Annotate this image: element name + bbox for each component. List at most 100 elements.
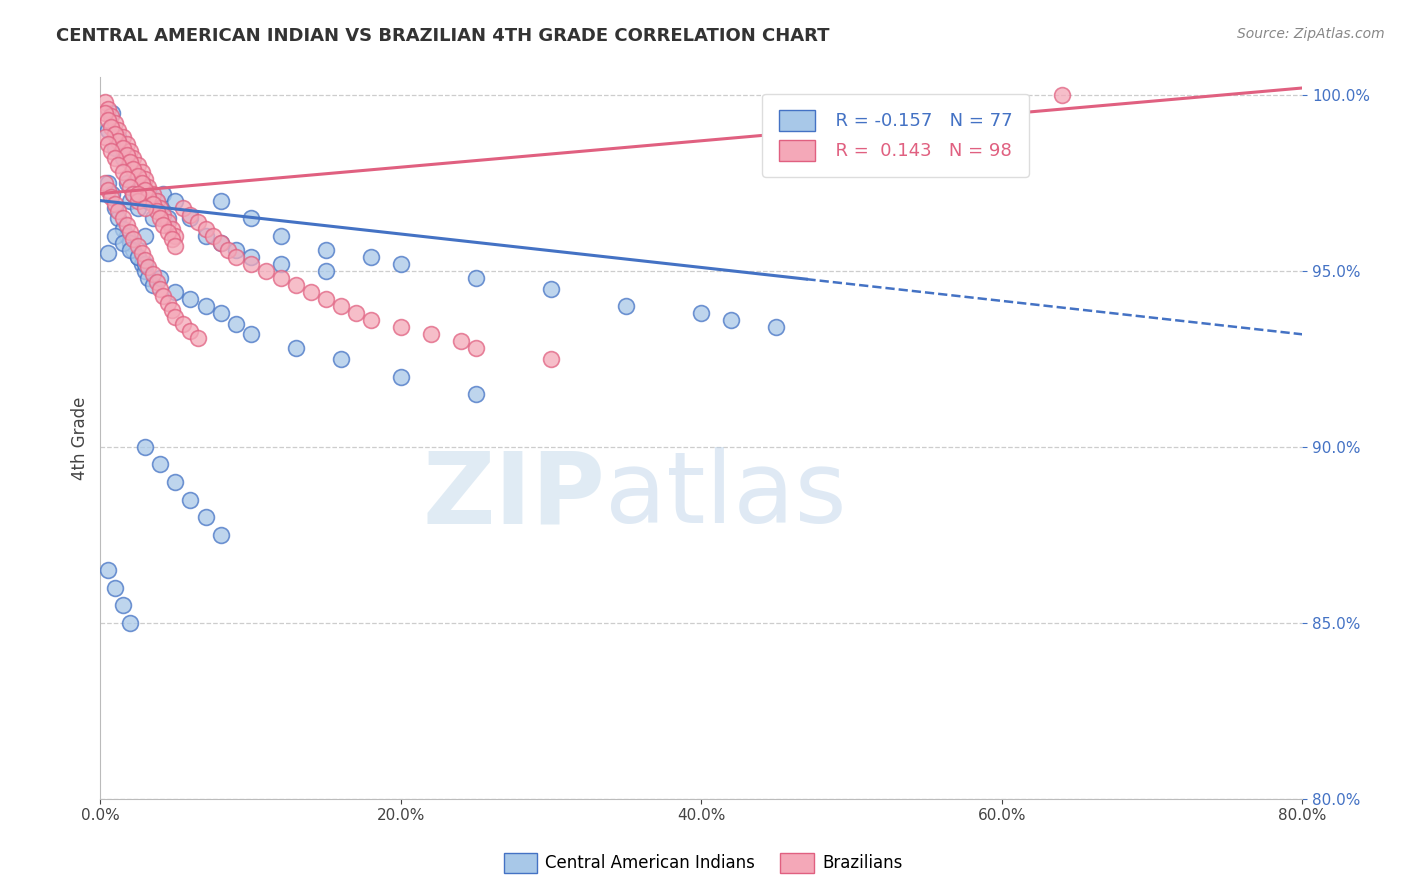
Point <box>104 152 127 166</box>
Point <box>209 306 232 320</box>
Point <box>146 194 169 208</box>
Point <box>122 243 145 257</box>
Point <box>165 310 187 324</box>
Point <box>138 179 160 194</box>
Point <box>101 105 124 120</box>
Point <box>107 134 129 148</box>
Point <box>270 271 292 285</box>
Point <box>134 257 156 271</box>
Point <box>162 221 184 235</box>
Point <box>111 152 134 166</box>
Point <box>344 306 367 320</box>
Point <box>120 225 142 239</box>
Point <box>97 183 120 197</box>
Point <box>179 208 201 222</box>
Point <box>104 116 127 130</box>
Point <box>284 278 307 293</box>
Point <box>419 327 441 342</box>
Point <box>131 165 153 179</box>
Point <box>117 218 139 232</box>
Text: ZIP: ZIP <box>422 447 605 544</box>
Point <box>117 148 139 162</box>
Point <box>152 186 174 201</box>
Point <box>209 235 232 250</box>
Point <box>100 145 122 159</box>
Point <box>122 186 145 201</box>
Point <box>134 253 156 268</box>
Point <box>239 211 262 226</box>
Point <box>360 313 382 327</box>
Point <box>165 239 187 253</box>
Point <box>209 194 232 208</box>
Point <box>97 112 120 127</box>
Point <box>165 475 187 489</box>
Point <box>360 250 382 264</box>
Point <box>127 250 149 264</box>
Point <box>111 211 134 226</box>
Point <box>225 317 247 331</box>
Point <box>142 186 165 201</box>
Point <box>94 95 117 109</box>
Point <box>127 250 149 264</box>
Point <box>104 141 127 155</box>
Point <box>117 137 139 152</box>
Point <box>187 331 209 345</box>
Point <box>127 194 149 208</box>
Point <box>97 137 120 152</box>
Point <box>162 232 184 246</box>
Point <box>149 211 172 226</box>
Point <box>464 271 486 285</box>
Point <box>131 246 153 260</box>
Point <box>100 190 122 204</box>
Point <box>146 275 169 289</box>
Point <box>122 161 145 176</box>
Point <box>152 218 174 232</box>
Point <box>142 211 165 226</box>
Point <box>111 165 134 179</box>
Point <box>104 581 127 595</box>
Point <box>270 257 292 271</box>
Point <box>540 281 562 295</box>
Point <box>284 342 307 356</box>
Point <box>94 130 117 145</box>
Point <box>389 369 412 384</box>
Point <box>315 264 337 278</box>
Point <box>97 102 120 116</box>
Point <box>217 243 239 257</box>
Point <box>117 228 139 243</box>
Point <box>107 123 129 137</box>
Point <box>120 243 142 257</box>
Point <box>127 169 149 183</box>
Point <box>540 351 562 366</box>
Point <box>179 211 201 226</box>
Point <box>104 197 127 211</box>
Point <box>194 299 217 313</box>
Legend: Central American Indians, Brazilians: Central American Indians, Brazilians <box>498 847 908 880</box>
Point <box>127 158 149 172</box>
Point <box>149 458 172 472</box>
Point <box>299 285 322 299</box>
Point <box>134 172 156 186</box>
Point <box>179 324 201 338</box>
Point <box>127 186 149 201</box>
Point <box>146 194 169 208</box>
Point <box>138 271 160 285</box>
Point <box>172 201 194 215</box>
Point <box>131 176 153 190</box>
Point <box>97 563 120 577</box>
Point <box>156 225 179 239</box>
Point <box>179 492 201 507</box>
Point <box>315 292 337 306</box>
Point <box>254 264 277 278</box>
Point <box>389 257 412 271</box>
Point <box>104 201 127 215</box>
Point <box>94 176 117 190</box>
Point <box>209 528 232 542</box>
Point <box>156 211 179 226</box>
Point <box>97 123 120 137</box>
Point <box>120 235 142 250</box>
Point <box>1050 88 1073 103</box>
Point <box>134 183 156 197</box>
Point <box>239 250 262 264</box>
Point <box>329 299 352 313</box>
